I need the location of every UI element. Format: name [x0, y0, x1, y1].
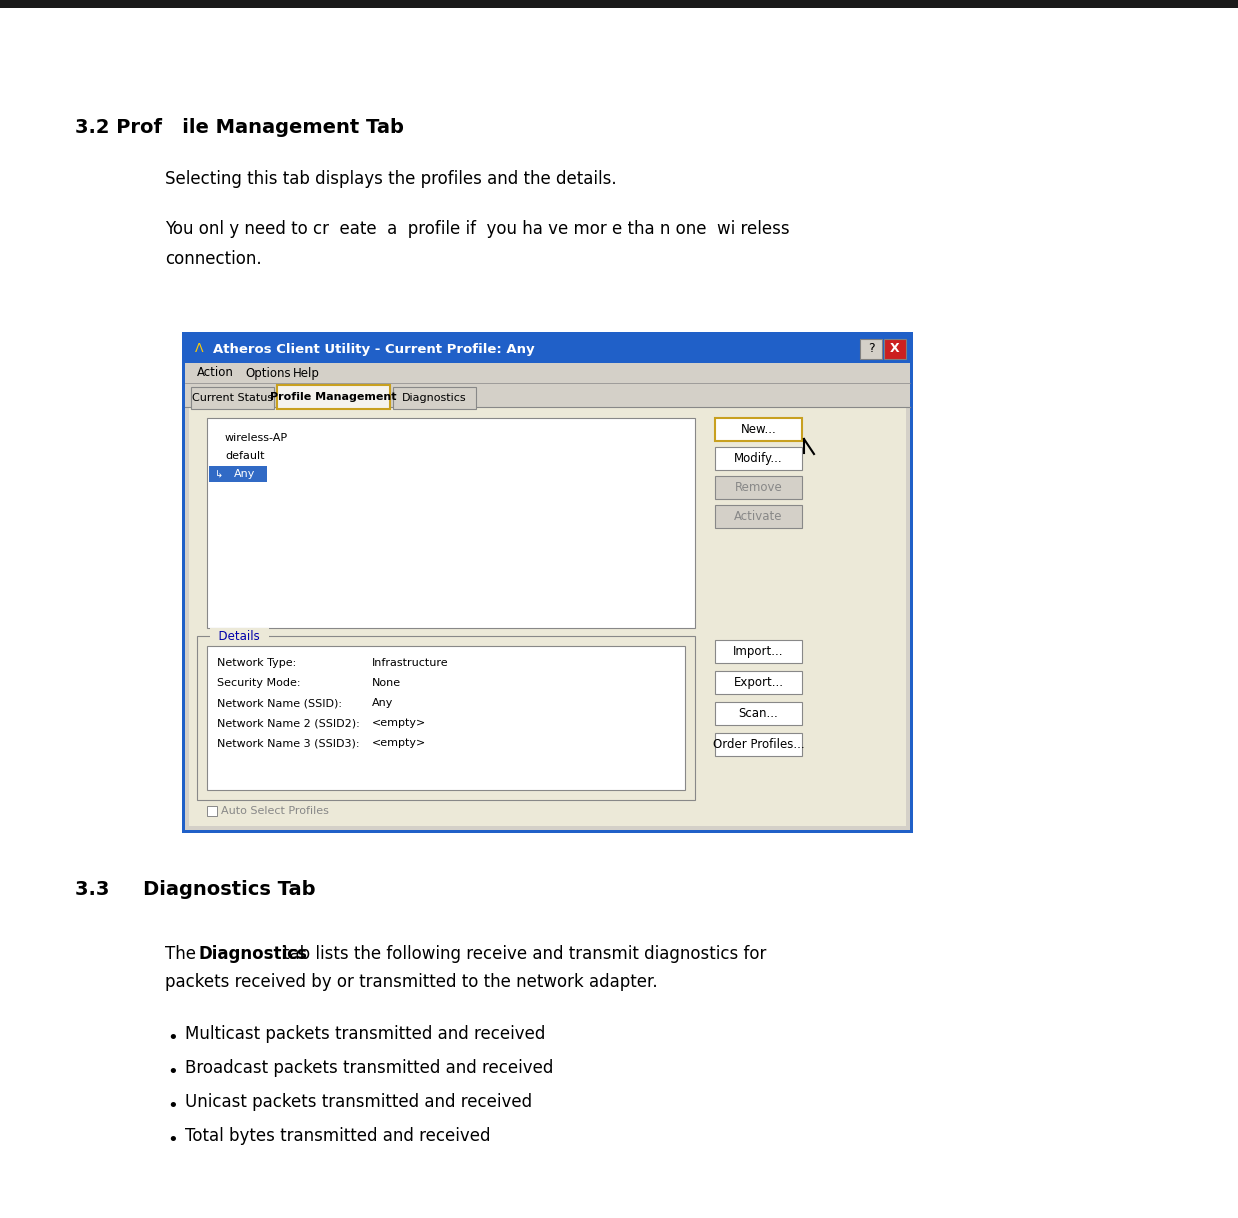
Bar: [207, 418, 695, 628]
Bar: [716, 418, 802, 441]
Bar: [716, 702, 802, 725]
Text: Network Name 3 (SSID3):: Network Name 3 (SSID3):: [217, 738, 359, 748]
Text: Details: Details: [210, 630, 267, 643]
Text: •: •: [167, 1132, 178, 1149]
Text: tab lists the following receive and transmit diagnostics for: tab lists the following receive and tran…: [284, 945, 766, 963]
Text: Security Mode:: Security Mode:: [217, 678, 301, 688]
Bar: [716, 733, 802, 756]
Bar: [184, 363, 910, 382]
Bar: [716, 671, 802, 694]
Bar: [207, 646, 685, 790]
Text: wireless-AP: wireless-AP: [225, 434, 288, 443]
Text: <empty>: <empty>: [371, 738, 426, 748]
Text: connection.: connection.: [165, 250, 261, 268]
Text: Diagnostics: Diagnostics: [402, 393, 467, 403]
Text: •: •: [167, 1063, 178, 1082]
Text: None: None: [371, 678, 401, 688]
Text: Options: Options: [245, 367, 291, 380]
Text: Diagnostics: Diagnostics: [199, 945, 308, 963]
Text: Any: Any: [371, 698, 394, 708]
Text: Order Profiles...: Order Profiles...: [713, 738, 805, 752]
Text: Selecting this tab displays the profiles and the details.: Selecting this tab displays the profiles…: [165, 171, 617, 188]
Text: Any: Any: [234, 469, 256, 479]
Text: You onl y need to cr  eate  a  profile if  you ha ve mor e tha n one  wi reless: You onl y need to cr eate a profile if y…: [165, 220, 790, 238]
Text: Λ: Λ: [194, 342, 203, 356]
Text: Multicast packets transmitted and received: Multicast packets transmitted and receiv…: [184, 1026, 546, 1043]
Text: Network Type:: Network Type:: [217, 658, 296, 667]
Text: •: •: [167, 1029, 178, 1047]
Text: Remove: Remove: [734, 481, 782, 495]
Bar: [884, 339, 906, 359]
Text: Modify...: Modify...: [734, 452, 782, 465]
Bar: [207, 806, 217, 816]
Bar: [189, 408, 906, 826]
Bar: [392, 387, 477, 409]
Text: Network Name (SSID):: Network Name (SSID):: [217, 698, 342, 708]
Text: Network Name 2 (SSID2):: Network Name 2 (SSID2):: [217, 717, 360, 728]
Text: Scan...: Scan...: [739, 706, 779, 720]
Bar: [191, 387, 275, 409]
Text: default: default: [225, 451, 265, 460]
Bar: [182, 333, 912, 833]
Bar: [184, 382, 910, 410]
Text: X: X: [890, 342, 900, 356]
Text: Unicast packets transmitted and received: Unicast packets transmitted and received: [184, 1093, 532, 1111]
Text: Export...: Export...: [733, 676, 784, 689]
Bar: [277, 385, 390, 409]
Text: The: The: [165, 945, 202, 963]
Text: Action: Action: [197, 367, 234, 380]
Bar: [716, 447, 802, 470]
Text: 3.2 Prof   ile Management Tab: 3.2 Prof ile Management Tab: [76, 118, 404, 136]
Bar: [184, 335, 910, 829]
Text: Profile Management: Profile Management: [270, 392, 397, 402]
Text: •: •: [167, 1097, 178, 1114]
Text: New...: New...: [740, 423, 776, 436]
Text: 3.3     Diagnostics Tab: 3.3 Diagnostics Tab: [76, 879, 316, 899]
Bar: [209, 466, 267, 482]
Bar: [0, 0, 1238, 9]
Text: <empty>: <empty>: [371, 717, 426, 728]
Text: Current Status: Current Status: [192, 393, 274, 403]
Text: ?: ?: [868, 342, 874, 356]
Text: packets received by or transmitted to the network adapter.: packets received by or transmitted to th…: [165, 973, 657, 991]
Text: Atheros Client Utility - Current Profile: Any: Atheros Client Utility - Current Profile…: [213, 342, 535, 356]
Text: Import...: Import...: [733, 646, 784, 658]
Text: Auto Select Profiles: Auto Select Profiles: [222, 806, 329, 816]
Bar: [197, 636, 695, 800]
Text: Infrastructure: Infrastructure: [371, 658, 448, 667]
Bar: [860, 339, 881, 359]
Text: Help: Help: [293, 367, 319, 380]
Bar: [716, 505, 802, 527]
Text: Activate: Activate: [734, 510, 782, 523]
Text: Total bytes transmitted and received: Total bytes transmitted and received: [184, 1127, 490, 1145]
Bar: [184, 335, 910, 363]
Bar: [716, 476, 802, 499]
Bar: [716, 639, 802, 663]
Text: ↳: ↳: [215, 469, 223, 479]
Text: Broadcast packets transmitted and received: Broadcast packets transmitted and receiv…: [184, 1058, 553, 1077]
